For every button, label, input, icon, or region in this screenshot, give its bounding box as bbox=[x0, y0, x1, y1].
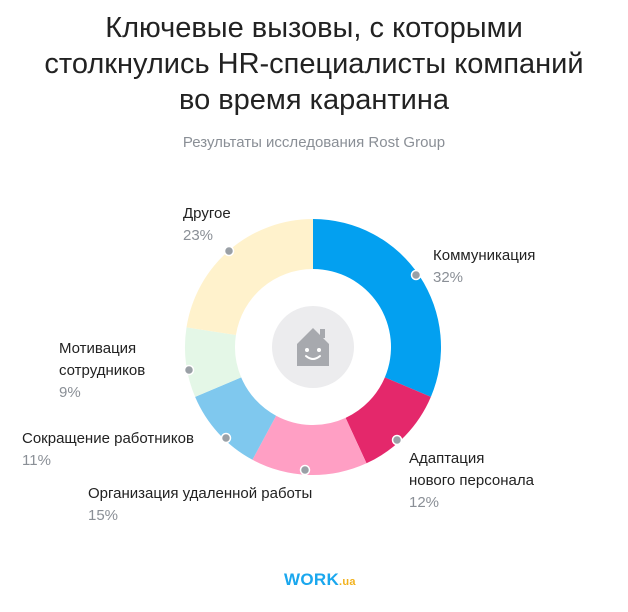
label-percent: 12% bbox=[409, 494, 440, 511]
label-percent: 9% bbox=[59, 384, 81, 401]
label-marker-dot bbox=[220, 432, 232, 444]
label-name-line-2: сотрудников bbox=[59, 362, 146, 379]
label-percent: 32% bbox=[433, 269, 464, 286]
label-adaptatsiya: Адаптация нового персонала 12% bbox=[409, 448, 534, 514]
label-marker-dot bbox=[183, 364, 195, 376]
label-organizatsiya: Организация удаленной работы 15% bbox=[88, 483, 312, 527]
label-kommunikatsiya: Коммуникация 32% bbox=[433, 245, 535, 289]
label-percent: 11% bbox=[22, 452, 51, 469]
label-percent: 23% bbox=[183, 227, 214, 244]
label-name: Коммуникация bbox=[433, 247, 536, 264]
slice-adaptatsiya bbox=[345, 377, 431, 464]
slice-sokrashchenie bbox=[195, 377, 277, 460]
slice-motivatsiya bbox=[185, 327, 242, 397]
work-ua-logo[interactable]: WORK.ua bbox=[284, 570, 356, 590]
label-name-line-1: Адаптация bbox=[409, 450, 485, 467]
chart-subtitle: Результаты исследования Rost Group bbox=[182, 134, 446, 151]
label-name-line-2: нового персонала bbox=[409, 472, 534, 489]
slice-kommunikatsiya bbox=[313, 219, 441, 397]
label-name: Другое bbox=[183, 205, 231, 222]
label-marker-dot bbox=[391, 434, 403, 446]
label-marker-dot bbox=[223, 245, 235, 257]
logo-brand: WORK bbox=[284, 570, 340, 589]
label-marker-dot bbox=[410, 269, 422, 281]
label-name: Организация удаленной работы bbox=[88, 485, 313, 502]
title-line-1: Ключевые вызовы, с которыми bbox=[105, 12, 523, 44]
label-name-line-1: Мотивация bbox=[59, 340, 137, 357]
title-line-2: столкнулись HR-специалисты компаний bbox=[44, 48, 584, 80]
label-name: Сокращение работников bbox=[22, 430, 194, 447]
label-percent: 15% bbox=[88, 507, 119, 524]
chart-title: Ключевые вызовы, с которыми столкнулись … bbox=[0, 10, 628, 118]
label-drugoe: Другое 23% bbox=[183, 203, 231, 247]
label-sokrashchenie: Сокращение работников 11% bbox=[22, 428, 194, 472]
title-line-3: во время карантина bbox=[179, 84, 449, 116]
slice-drugoe bbox=[186, 219, 313, 336]
slice-organizatsiya bbox=[252, 415, 367, 475]
logo-domain: .ua bbox=[339, 576, 356, 588]
label-marker-dot bbox=[299, 464, 311, 476]
label-motivatsiya: Мотивация сотрудников 9% bbox=[59, 338, 145, 404]
house-smile-icon bbox=[272, 306, 354, 388]
